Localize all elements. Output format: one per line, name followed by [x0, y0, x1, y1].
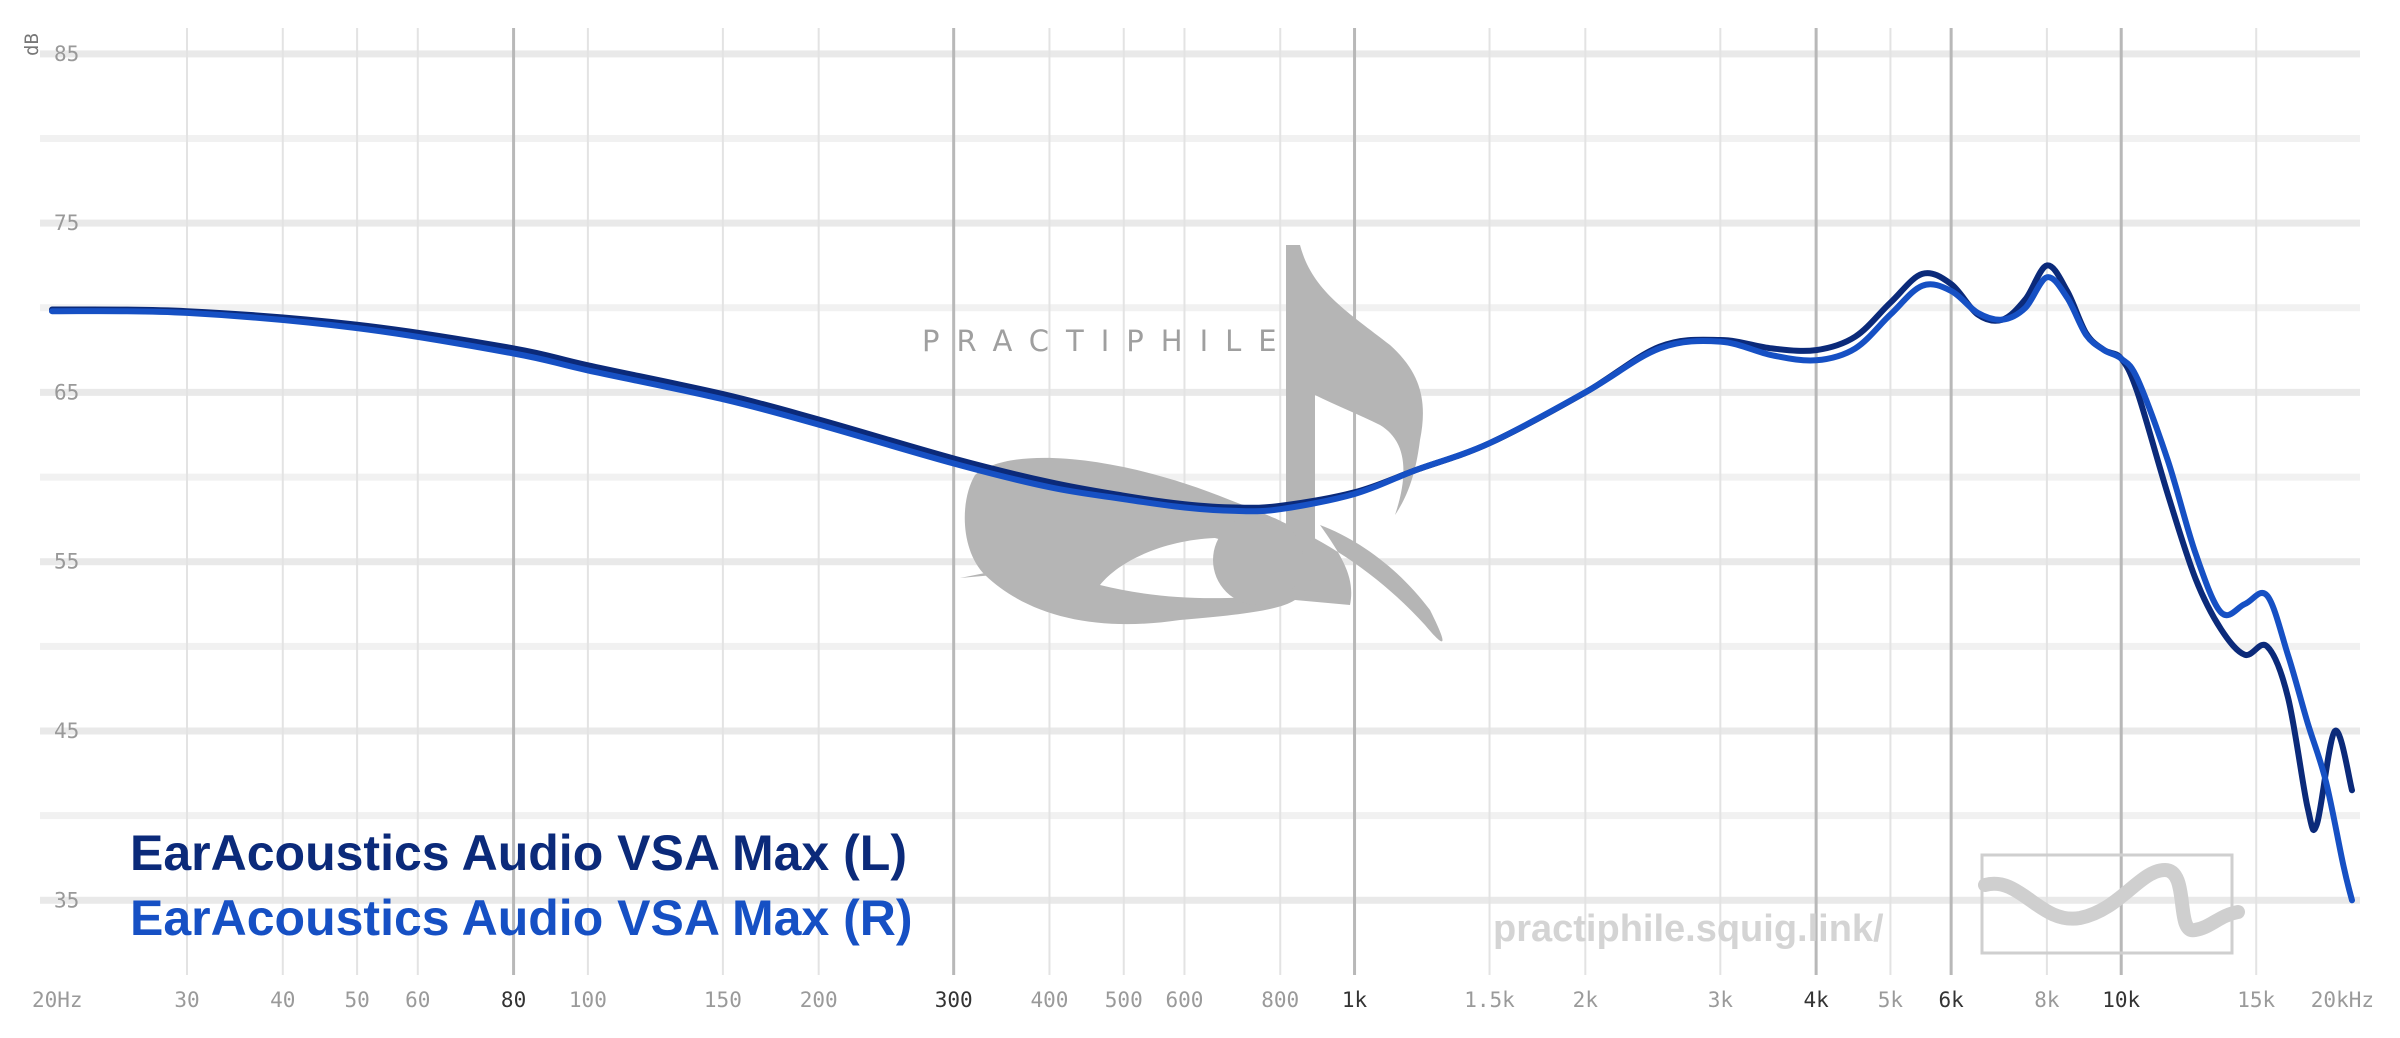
series-line-right: [49, 274, 2355, 904]
y-tick-label: 75: [54, 211, 79, 235]
x-tick-label: 30: [174, 988, 199, 1012]
y-gridlines: [40, 50, 2360, 904]
legend-entry: EarAcoustics Audio VSA Max (L): [130, 825, 907, 881]
x-tick-label: 60: [405, 988, 430, 1012]
series-line-left: [49, 262, 2355, 833]
x-tick-label: 40: [270, 988, 295, 1012]
x-tick-label: 20Hz: [32, 988, 83, 1012]
x-tick-label: 200: [800, 988, 838, 1012]
x-tick-label: 300: [935, 988, 973, 1012]
x-tick-label: 2k: [1573, 988, 1599, 1012]
y-tick-labels: 85 75 65 55 45 35: [54, 42, 79, 912]
y-tick-label: 55: [54, 550, 79, 574]
practiphile-logo-watermark: [960, 245, 1443, 642]
x-tick-label: 8k: [2034, 988, 2060, 1012]
x-tick-label: 50: [344, 988, 369, 1012]
x-tick-label: 20kHz: [2311, 988, 2374, 1012]
watermark-url: practiphile.squig.link/: [1493, 908, 1884, 950]
squig-logo-watermark: [1978, 853, 2245, 955]
x-tick-label: 400: [1030, 988, 1068, 1012]
x-tick-label: 100: [569, 988, 607, 1012]
x-tick-label: 10k: [2102, 988, 2140, 1012]
x-tick-label: 1k: [1342, 988, 1368, 1012]
x-tick-labels: 20Hz 30 40 50 60 80 100 150 200 300 400 500 600 800 1k…: [32, 988, 2374, 1012]
x-tick-label: 1.5k: [1464, 988, 1515, 1012]
legend-entry: EarAcoustics Audio VSA Max (R): [130, 890, 913, 946]
y-axis-unit: dB: [21, 33, 43, 56]
y-tick-label: 85: [54, 42, 79, 66]
y-tick-label: 65: [54, 380, 79, 404]
y-tick-label: 45: [54, 719, 79, 743]
x-tick-label: 4k: [1803, 988, 1829, 1012]
y-tick-label: 35: [54, 888, 79, 912]
x-tick-label: 5k: [1878, 988, 1904, 1012]
x-tick-label: 15k: [2237, 988, 2275, 1012]
x-tick-label: 800: [1261, 988, 1299, 1012]
watermark-brand-text: PRACTIPHILE: [922, 324, 1294, 358]
x-tick-label: 80: [501, 988, 526, 1012]
x-tick-label: 3k: [1708, 988, 1734, 1012]
x-tick-label: 600: [1165, 988, 1203, 1012]
x-tick-label: 150: [704, 988, 742, 1012]
legend: EarAcoustics Audio VSA Max (L) EarAcousti…: [130, 825, 913, 946]
x-tick-label: 500: [1105, 988, 1143, 1012]
series-lines: [49, 262, 2355, 904]
x-gridlines: [186, 28, 2258, 975]
x-tick-label: 6k: [1938, 988, 1964, 1012]
